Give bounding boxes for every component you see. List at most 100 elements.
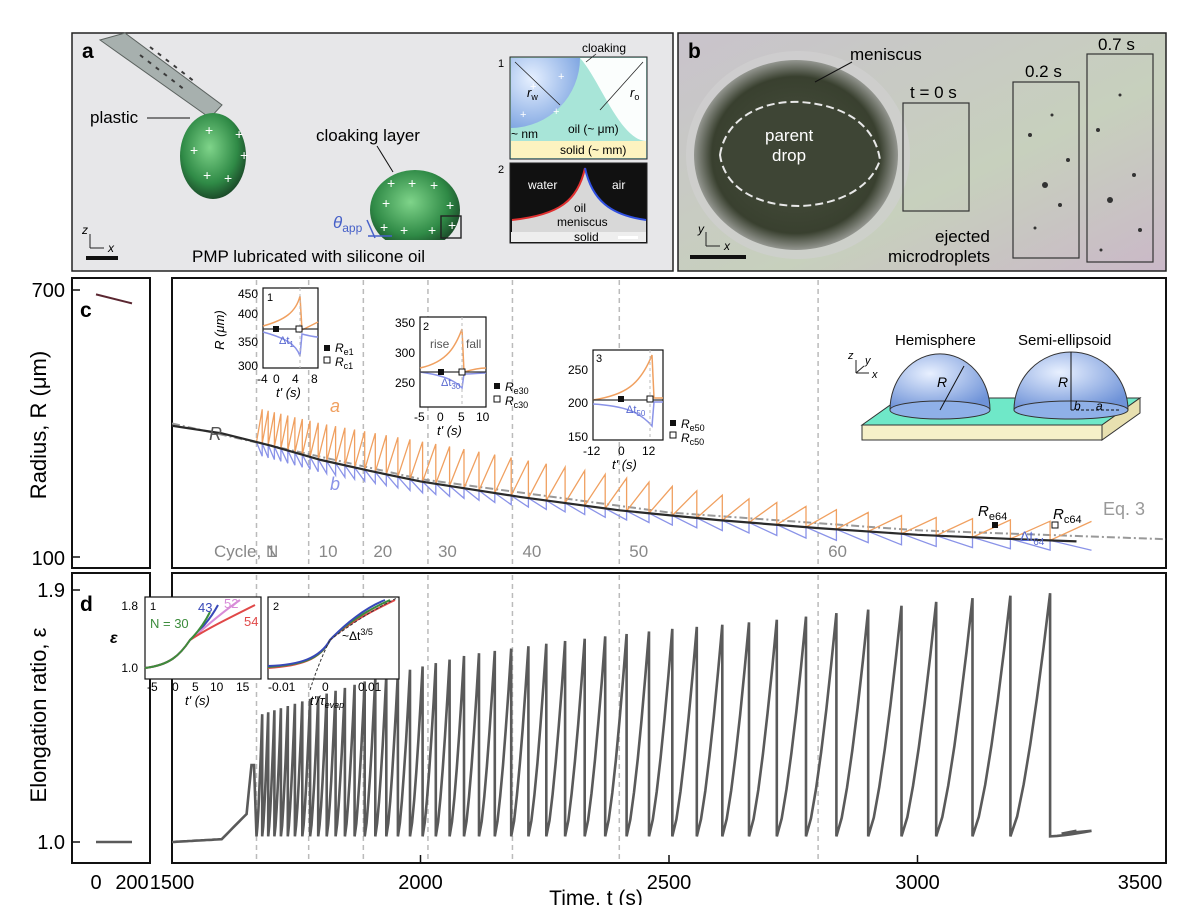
- charge-markers-2: + + + + + + + + +: [380, 175, 456, 238]
- svg-text:t' (s): t' (s): [276, 385, 301, 400]
- svg-text:Semi-ellipsoid: Semi-ellipsoid: [1018, 332, 1111, 349]
- svg-text:+: +: [553, 106, 559, 118]
- svg-text:+: +: [530, 81, 536, 93]
- svg-text:-0.01: -0.01: [268, 680, 296, 694]
- svg-text:1.8: 1.8: [121, 599, 138, 613]
- cycle-guides: [255, 280, 819, 568]
- svg-text:meniscus: meniscus: [557, 215, 608, 229]
- caption-pmp: PMP lubricated with silicone oil: [192, 247, 425, 266]
- svg-text:150: 150: [568, 430, 588, 444]
- inset-a1: + + + + 1 cloaking rw ro ~ nm oil (~ μm) so…: [498, 41, 648, 160]
- axes-d-left: [71, 572, 151, 864]
- ytick-100: 100: [32, 548, 65, 570]
- svg-text:Rc30: Rc30: [505, 394, 528, 410]
- label-t02: 0.2 s: [1025, 62, 1062, 81]
- label-ejected: ejected: [935, 227, 990, 246]
- svg-text:rw: rw: [527, 85, 538, 102]
- svg-text:~ nm: ~ nm: [511, 127, 538, 141]
- frame-t07: [1086, 53, 1154, 263]
- svg-text:+: +: [520, 109, 526, 121]
- label-eq3: Eq. 3: [1103, 499, 1145, 519]
- svg-text:Re1: Re1: [335, 341, 354, 357]
- svg-text:1: 1: [498, 58, 504, 70]
- ytick-1.0: 1.0: [37, 832, 65, 854]
- svg-text:air: air: [612, 178, 625, 192]
- svg-text:0: 0: [437, 410, 444, 424]
- inset-c2: 2 350 300 250 -5 0 5 10 t' (s) rise fall…: [395, 316, 529, 438]
- scale-bar-a: [86, 256, 118, 260]
- panel-letter-a: a: [82, 40, 94, 63]
- axes-zx-a: z x: [81, 223, 115, 255]
- inset-d2: 2 -0.01 0 0.01 t'/τevap ~Δt3/5: [267, 596, 400, 710]
- svg-text:43: 43: [198, 600, 212, 615]
- cycle-label: 40: [522, 542, 541, 561]
- svg-text:-4: -4: [257, 372, 268, 386]
- label-cloaking-layer: cloaking layer: [316, 126, 420, 145]
- series-a-line: [172, 409, 1092, 542]
- frame-t0: [902, 102, 970, 212]
- svg-text:N = 30: N = 30: [150, 616, 189, 631]
- svg-text:+: +: [430, 177, 438, 193]
- svg-text:~Δt3/5: ~Δt3/5: [342, 627, 373, 643]
- svg-text:250: 250: [568, 363, 588, 377]
- label-t07: 0.7 s: [1098, 35, 1135, 54]
- svg-text:+: +: [235, 126, 243, 142]
- svg-text:+: +: [446, 197, 454, 213]
- svg-text:Rc50: Rc50: [681, 431, 704, 447]
- svg-text:-5: -5: [147, 680, 158, 694]
- svg-text:ro: ro: [630, 85, 639, 102]
- svg-text:a: a: [1096, 399, 1103, 413]
- svg-text:10: 10: [476, 410, 490, 424]
- svg-text:250: 250: [395, 376, 415, 390]
- svg-text:z: z: [847, 350, 854, 362]
- label-a: a: [330, 396, 340, 416]
- axes-yx-b: y x: [697, 222, 731, 253]
- inset-c3: 3 250 200 150 -12 0 12 t' (s) Δt50 Re50 …: [568, 349, 705, 472]
- svg-text:solid (~ mm): solid (~ mm): [560, 143, 626, 157]
- xtick-label: 2000: [398, 872, 443, 894]
- svg-text:Δt50: Δt50: [626, 404, 646, 418]
- svg-text:x: x: [723, 239, 731, 253]
- cycle-labels: 1 10 20 30 40 50 60: [266, 542, 847, 561]
- svg-text:1: 1: [150, 601, 156, 613]
- svg-text:x: x: [871, 369, 878, 381]
- svg-text:15: 15: [236, 680, 250, 694]
- svg-text:oil: oil: [574, 201, 586, 215]
- svg-text:Rc1: Rc1: [335, 355, 353, 371]
- xtick-0: 0: [90, 872, 101, 894]
- svg-text:300: 300: [395, 346, 415, 360]
- svg-text:ε: ε: [110, 630, 118, 647]
- panel-b: b parent drop meniscus t = 0 s 0.2 s 0.7…: [677, 32, 1167, 272]
- scale-bar-b: [690, 255, 746, 259]
- svg-text:2: 2: [498, 164, 504, 176]
- xtick-label: 3500: [1118, 872, 1163, 894]
- svg-text:+: +: [448, 217, 456, 233]
- label-dt64: Δt64: [1020, 528, 1045, 548]
- svg-text:-12: -12: [583, 444, 601, 458]
- series-epsilon-line: [172, 593, 1092, 844]
- svg-text:+: +: [224, 170, 232, 186]
- svg-text:52: 52: [224, 596, 238, 611]
- svg-text:5: 5: [458, 410, 465, 424]
- svg-text:+: +: [558, 71, 564, 83]
- svg-text:2: 2: [273, 601, 279, 613]
- svg-text:Δt1: Δt1: [279, 335, 294, 349]
- svg-text:b: b: [1074, 399, 1081, 413]
- frame-t02: [1012, 81, 1080, 259]
- inset-c1: 1 450 400 350 300 R (μm) -4 0 4 8 t' (s)…: [212, 287, 354, 400]
- svg-text:R (μm): R (μm): [212, 310, 227, 350]
- cycle-label: 30: [438, 542, 457, 561]
- label-t0: t = 0 s: [910, 83, 957, 102]
- ytick-1.9: 1.9: [37, 580, 65, 602]
- svg-text:t' (s): t' (s): [185, 693, 210, 708]
- label-b: b: [330, 474, 340, 494]
- geometry-diagram: Hemisphere Semi-ellipsoid R R b a z y x: [847, 332, 1142, 441]
- label-theta: θapp: [333, 213, 363, 235]
- svg-text:400: 400: [238, 307, 258, 321]
- svg-text:Δt30: Δt30: [441, 377, 461, 391]
- svg-text:rise: rise: [430, 337, 450, 351]
- series-b-line: [172, 425, 1092, 551]
- svg-text:solid: solid: [574, 230, 599, 244]
- ytick-700: 700: [32, 280, 65, 302]
